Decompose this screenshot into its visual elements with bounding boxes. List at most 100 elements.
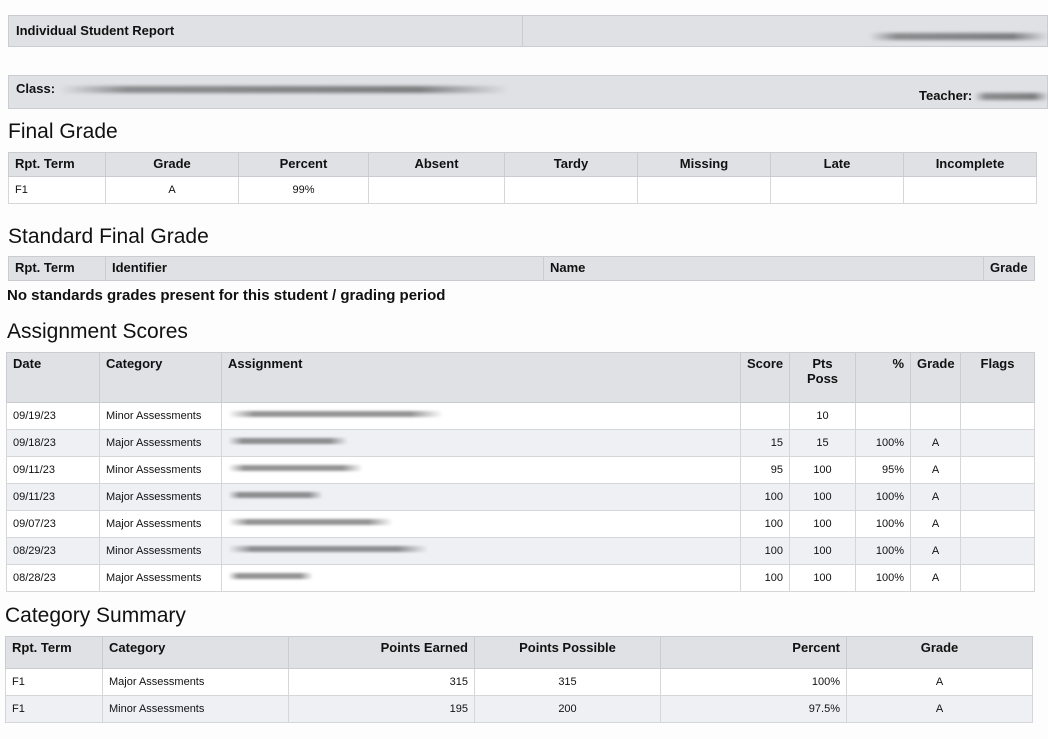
- col-pct: %: [855, 352, 911, 403]
- cell-percent: 97.5%: [660, 695, 847, 723]
- final-grade-row: F1 A 99%: [8, 176, 1037, 204]
- cell-flags: [960, 456, 1035, 484]
- assignment-scores-table: Date Category Assignment Score Pts Poss …: [6, 352, 1035, 592]
- cell-date: 09/11/23: [6, 456, 100, 484]
- col-grade: Grade: [910, 352, 961, 403]
- cell-pts-poss: 10: [789, 402, 856, 430]
- cell-category: Minor Assessments: [102, 695, 289, 723]
- col-name: Name: [543, 256, 984, 281]
- cell-pct: 100%: [855, 537, 911, 565]
- cell-pct: 100%: [855, 429, 911, 457]
- cell-pts-poss: 100: [789, 456, 856, 484]
- col-category: Category: [99, 352, 222, 403]
- cell-grade: A: [910, 537, 961, 565]
- cell-points-earned: 195: [288, 695, 475, 723]
- assignment-header-row: Date Category Assignment Score Pts Poss …: [6, 352, 1035, 403]
- table-row: 09/18/23 Major Assessments 15 15 100% A: [6, 429, 1035, 457]
- col-flags: Flags: [960, 352, 1035, 403]
- cell-score: 95: [740, 456, 790, 484]
- cell-late: [770, 176, 904, 204]
- col-late: Late: [770, 152, 904, 177]
- cell-term: F1: [5, 695, 103, 723]
- cell-score: [740, 402, 790, 430]
- col-absent: Absent: [368, 152, 505, 177]
- standard-grade-table: Rpt. Term Identifier Name Grade: [8, 256, 1035, 281]
- cell-score: 100: [740, 483, 790, 511]
- cell-grade: A: [910, 483, 961, 511]
- cell-grade: A: [910, 510, 961, 538]
- cell-category: Major Assessments: [99, 429, 222, 457]
- final-grade-table: Rpt. Term Grade Percent Absent Tardy Mis…: [8, 152, 1037, 204]
- cell-category: Minor Assessments: [99, 402, 222, 430]
- standard-final-grade-heading: Standard Final Grade: [8, 225, 209, 248]
- col-grade: Grade: [846, 636, 1033, 669]
- cell-absent: [368, 176, 505, 204]
- redacted-teacher: [974, 93, 1048, 100]
- cell-category: Major Assessments: [102, 668, 289, 696]
- redacted-name: [869, 33, 1048, 40]
- cell-pts-poss: 100: [789, 564, 856, 592]
- cell-category: Minor Assessments: [99, 537, 222, 565]
- cell-pct: 100%: [855, 483, 911, 511]
- cell-score: 100: [740, 510, 790, 538]
- cell-category: Major Assessments: [99, 483, 222, 511]
- redacted-assignment-name: [228, 492, 323, 500]
- cell-assignment: [221, 402, 741, 430]
- cell-term: F1: [5, 668, 103, 696]
- cell-score: 100: [740, 564, 790, 592]
- table-row: 09/11/23 Minor Assessments 95 100 95% A: [6, 456, 1035, 484]
- cell-score: 100: [740, 537, 790, 565]
- cell-pct: 100%: [855, 510, 911, 538]
- final-grade-heading: Final Grade: [8, 120, 118, 143]
- col-assignment: Assignment: [221, 352, 741, 403]
- cell-flags: [960, 510, 1035, 538]
- teacher-label: Teacher:: [919, 88, 973, 103]
- col-grade: Grade: [983, 256, 1035, 281]
- table-row: F1 Minor Assessments 195 200 97.5% A: [5, 695, 1033, 723]
- no-standards-message: No standards grades present for this stu…: [7, 287, 446, 304]
- col-rpt-term: Rpt. Term: [8, 152, 106, 177]
- cell-assignment: [221, 483, 741, 511]
- col-tardy: Tardy: [504, 152, 638, 177]
- col-percent: Percent: [660, 636, 847, 669]
- cell-pts-poss: 100: [789, 537, 856, 565]
- cell-category: Major Assessments: [99, 510, 222, 538]
- cell-term: F1: [8, 176, 106, 204]
- table-row: 08/28/23 Major Assessments 100 100 100% A: [6, 564, 1035, 592]
- cell-assignment: [221, 510, 741, 538]
- cell-score: 15: [740, 429, 790, 457]
- redacted-class: [59, 86, 509, 93]
- cell-grade: [910, 402, 961, 430]
- cell-category: Minor Assessments: [99, 456, 222, 484]
- cell-assignment: [221, 456, 741, 484]
- category-header-row: Rpt. Term Category Points Earned Points …: [5, 636, 1033, 669]
- report-title: Individual Student Report: [16, 23, 175, 38]
- redacted-assignment-name: [228, 411, 443, 419]
- cell-grade: A: [105, 176, 239, 204]
- redacted-assignment-name: [228, 546, 428, 554]
- assignment-scores-heading: Assignment Scores: [7, 320, 188, 343]
- cell-date: 09/07/23: [6, 510, 100, 538]
- cell-flags: [960, 537, 1035, 565]
- col-points-possible: Points Possible: [474, 636, 661, 669]
- table-row: 09/07/23 Major Assessments 100 100 100% A: [6, 510, 1035, 538]
- class-label: Class:: [16, 81, 56, 96]
- redacted-assignment-name: [228, 519, 393, 527]
- cell-date: 08/29/23: [6, 537, 100, 565]
- cell-date: 09/11/23: [6, 483, 100, 511]
- cell-assignment: [221, 429, 741, 457]
- table-row: 08/29/23 Minor Assessments 100 100 100% A: [6, 537, 1035, 565]
- table-row: F1 Major Assessments 315 315 100% A: [5, 668, 1033, 696]
- col-identifier: Identifier: [105, 256, 544, 281]
- cell-percent: 99%: [238, 176, 369, 204]
- col-points-earned: Points Earned: [288, 636, 475, 669]
- title-bar-divider: [522, 16, 523, 46]
- col-percent: Percent: [238, 152, 369, 177]
- standard-grade-header-row: Rpt. Term Identifier Name Grade: [8, 256, 1035, 281]
- col-rpt-term: Rpt. Term: [8, 256, 106, 281]
- cell-assignment: [221, 537, 741, 565]
- redacted-assignment-name: [228, 465, 363, 473]
- cell-tardy: [504, 176, 638, 204]
- cell-assignment: [221, 564, 741, 592]
- cell-points-possible: 200: [474, 695, 661, 723]
